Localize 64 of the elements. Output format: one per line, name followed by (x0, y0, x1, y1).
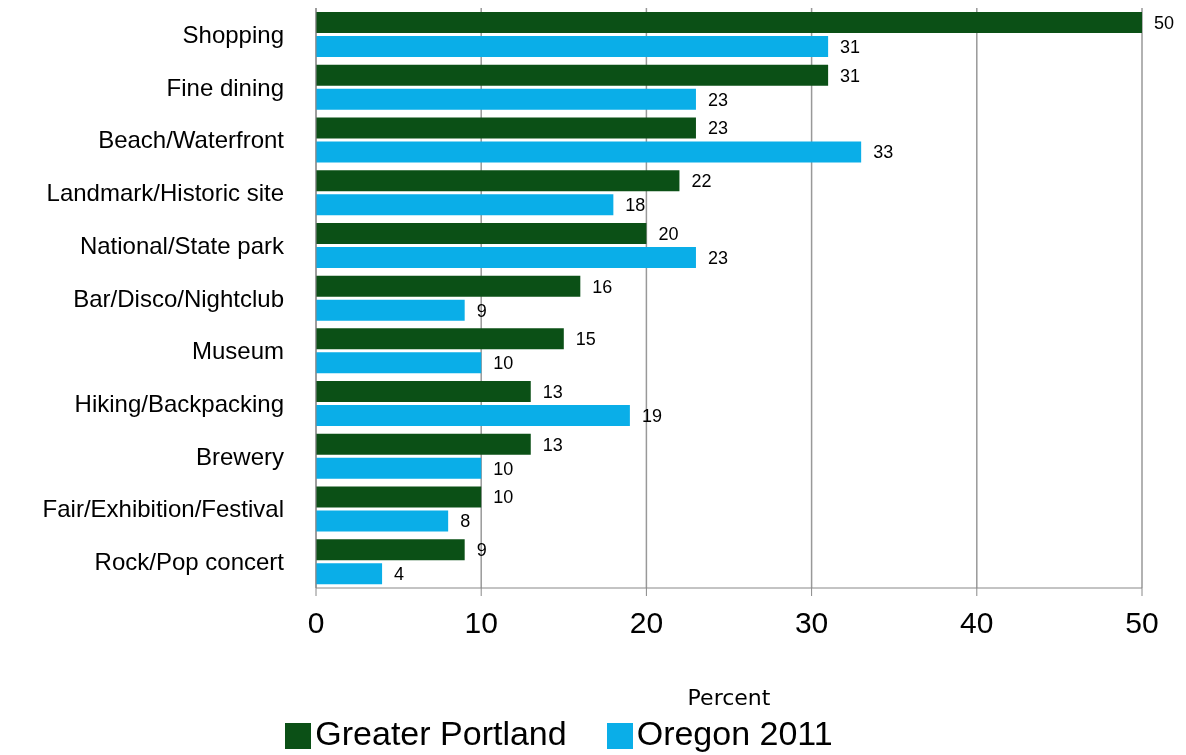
bar (316, 510, 449, 532)
data-label: 20 (658, 223, 679, 244)
data-label: 33 (873, 142, 894, 163)
bar (316, 405, 630, 427)
y-tick-label: Hiking/Backpacking (74, 389, 284, 417)
bar (316, 222, 647, 244)
data-label: 18 (625, 195, 646, 216)
bar (316, 457, 482, 479)
data-label: 9 (476, 540, 487, 561)
data-label: 10 (493, 487, 514, 508)
data-label: 50 (1154, 12, 1175, 33)
bar (316, 563, 383, 585)
bar (316, 141, 862, 163)
bar (316, 246, 696, 268)
bar (316, 275, 581, 297)
y-tick-label: Fair/Exhibition/Festival (42, 495, 284, 523)
bar (316, 299, 465, 321)
bar (316, 117, 696, 139)
y-tick-label: Shopping (182, 20, 284, 48)
data-label: 23 (707, 89, 728, 110)
x-tick-label: 10 (464, 606, 498, 640)
bar (316, 64, 829, 86)
y-tick-label: Museum (191, 337, 284, 365)
bar (316, 352, 482, 374)
bar (316, 170, 680, 192)
data-label: 16 (592, 276, 613, 297)
y-tick-label: National/State park (79, 231, 285, 259)
y-tick-label: Landmark/Historic site (46, 179, 284, 207)
bar (316, 88, 696, 110)
data-label: 23 (707, 118, 728, 139)
bar (316, 381, 531, 403)
x-axis-title: Percent (687, 685, 771, 710)
x-tick-label: 40 (960, 606, 994, 640)
y-tick-label: Beach/Waterfront (98, 126, 285, 154)
data-label: 31 (840, 65, 861, 86)
legend-label: Oregon 2011 (636, 714, 833, 752)
bar (316, 433, 531, 455)
data-label: 31 (840, 36, 861, 57)
bar (316, 36, 829, 57)
data-label: 4 (394, 564, 405, 585)
bar (316, 539, 465, 561)
legend-label: Greater Portland (315, 714, 567, 752)
y-tick-label: Fine dining (166, 73, 284, 101)
bar (316, 486, 482, 508)
bar (316, 328, 564, 350)
data-label: 13 (542, 434, 563, 455)
data-label: 10 (493, 353, 514, 374)
data-label: 23 (707, 247, 728, 268)
data-label: 19 (641, 405, 662, 426)
data-label: 10 (493, 458, 514, 479)
data-label: 8 (460, 511, 471, 532)
x-tick-label: 50 (1125, 606, 1159, 640)
data-label: 13 (542, 381, 563, 402)
y-tick-label: Bar/Disco/Nightclub (73, 284, 284, 312)
x-tick-label: 20 (629, 606, 664, 640)
data-label: 22 (691, 171, 712, 192)
data-label: 15 (575, 329, 596, 350)
y-tick-label: Brewery (195, 442, 284, 470)
bar (316, 12, 1142, 33)
y-tick-label: Rock/Pop concert (94, 548, 285, 576)
data-label: 9 (476, 300, 487, 321)
x-tick-label: 30 (794, 606, 829, 640)
bar (316, 194, 614, 216)
x-tick-label: 0 (307, 606, 325, 640)
